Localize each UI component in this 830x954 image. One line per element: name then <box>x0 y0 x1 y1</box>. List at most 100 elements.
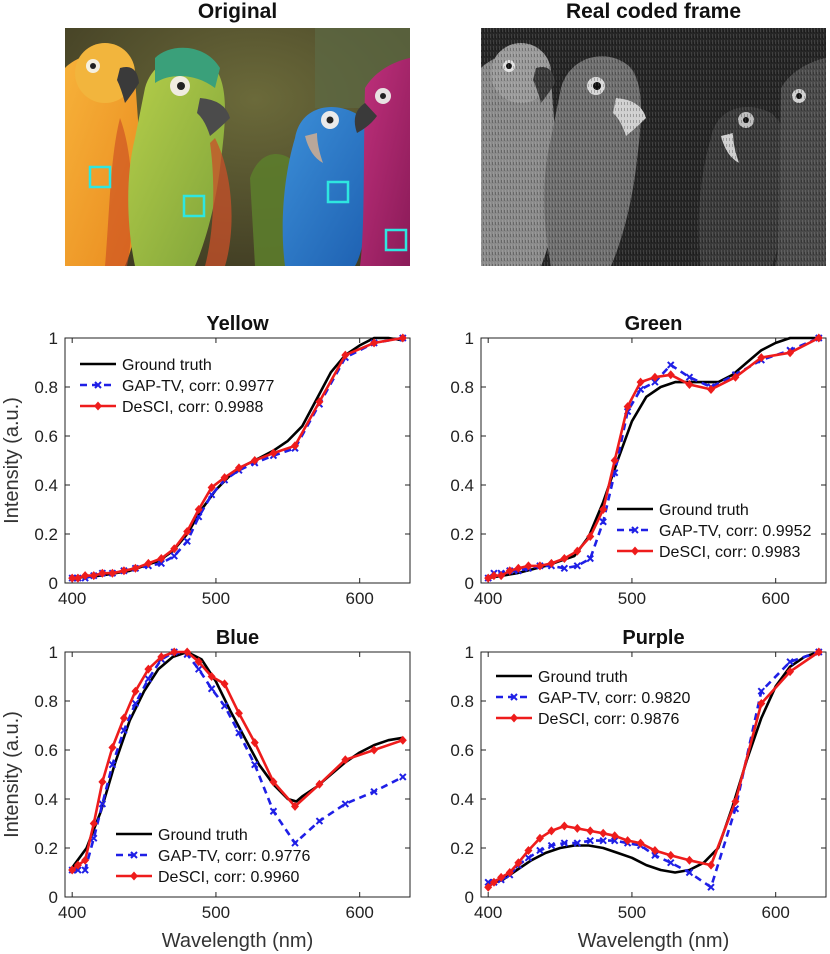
data-point-desci <box>370 745 379 755</box>
data-point-desci <box>250 738 259 748</box>
data-point-gap-tv <box>74 574 82 582</box>
coded-frame-title: Real coded frame <box>565 0 742 23</box>
original-parrots-drawing <box>65 28 410 266</box>
series-line-desci <box>487 336 820 580</box>
y-tick-label: 0.6 <box>34 741 58 760</box>
data-point-desci <box>489 877 498 887</box>
data-point-gap-tv <box>524 854 533 862</box>
data-point-desci <box>505 868 514 877</box>
x-tick-label: 400 <box>58 903 86 922</box>
y-tick-label: 0.2 <box>34 525 58 544</box>
data-point-desci <box>398 333 407 343</box>
data-point-desci <box>685 380 694 390</box>
legend-label: DeSCI, corr: 0.9876 <box>538 711 680 728</box>
data-point-desci <box>183 647 192 657</box>
data-point-gap-tv <box>536 846 544 855</box>
data-point-gap-tv <box>707 383 715 391</box>
y-tick-label: 0.2 <box>450 525 474 544</box>
data-point-gap-tv <box>370 787 378 796</box>
data-point-desci <box>573 546 582 556</box>
data-point-gap-tv <box>220 476 229 484</box>
data-point-desci <box>623 402 632 412</box>
data-point-gap-tv <box>194 665 203 673</box>
data-point-gap-tv <box>524 564 533 573</box>
data-point-gap-tv <box>269 451 278 460</box>
legend-label: DeSCI, corr: 0.9988 <box>122 399 264 416</box>
series-line-ground-truth <box>487 336 819 580</box>
data-point-gap-tv <box>497 569 505 577</box>
roi-box-green <box>182 194 206 218</box>
data-point-desci <box>98 568 107 578</box>
legend-marker-gap-tv <box>94 381 102 389</box>
y-tick-label: 0.8 <box>450 692 474 711</box>
plot-frame <box>64 337 411 584</box>
x-tick-label: 400 <box>474 903 502 922</box>
data-point-desci <box>814 333 823 343</box>
legend-marker-gap-tv <box>130 851 138 859</box>
data-point-desci <box>623 836 632 846</box>
data-point-gap-tv <box>81 866 89 874</box>
data-point-desci <box>636 838 645 848</box>
data-point-gap-tv <box>599 518 607 526</box>
chart-title: Purple <box>622 627 684 649</box>
data-point-desci <box>73 573 82 583</box>
roi-box-blue <box>326 180 350 204</box>
legend-label: Ground truth <box>538 669 628 686</box>
legend-label: GAP-TV, corr: 0.9977 <box>122 378 274 395</box>
data-point-desci <box>524 845 533 855</box>
data-point-gap-tv <box>251 760 259 769</box>
y-tick-label: 0 <box>49 888 58 907</box>
data-point-desci <box>131 686 140 696</box>
data-point-desci <box>786 667 795 677</box>
data-point-gap-tv <box>144 562 153 570</box>
data-point-gap-tv <box>68 574 76 582</box>
x-axis-label: Wavelength (nm) <box>162 930 314 952</box>
chart-title: Yellow <box>206 313 269 335</box>
legend-label: GAP-TV, corr: 0.9820 <box>538 690 690 707</box>
data-point-desci <box>269 777 278 787</box>
legend-label: DeSCI, corr: 0.9983 <box>659 544 801 561</box>
x-tick-label: 400 <box>58 589 86 608</box>
y-tick-label: 0.4 <box>34 476 58 495</box>
data-point-gap-tv <box>651 851 659 860</box>
data-point-gap-tv <box>815 334 823 342</box>
x-tick-label: 600 <box>346 589 374 608</box>
y-tick-label: 0.6 <box>34 427 58 446</box>
legend-label: Ground truth <box>158 827 248 844</box>
data-point-desci <box>194 505 203 514</box>
y-tick-label: 0.4 <box>34 790 58 809</box>
data-point-gap-tv <box>610 469 619 477</box>
data-point-desci <box>731 372 740 382</box>
y-tick-label: 0.8 <box>34 378 58 397</box>
series-line-gap-tv <box>488 650 820 889</box>
data-point-desci <box>207 482 216 492</box>
data-point-gap-tv <box>315 400 324 408</box>
data-point-gap-tv <box>815 648 823 656</box>
data-point-desci <box>144 558 153 568</box>
data-point-desci <box>514 563 523 573</box>
data-point-desci <box>81 571 90 581</box>
data-point-desci <box>89 819 98 828</box>
data-point-gap-tv <box>170 552 178 560</box>
legend-marker-gap-tv <box>510 693 518 701</box>
data-point-desci <box>89 571 98 581</box>
data-point-desci <box>131 563 140 573</box>
data-point-desci <box>484 573 493 583</box>
data-point-gap-tv <box>144 675 153 683</box>
data-point-desci <box>666 370 675 380</box>
data-point-desci <box>535 833 544 843</box>
data-point-gap-tv <box>484 574 492 582</box>
series-line-desci <box>487 650 820 889</box>
data-point-gap-tv <box>514 861 523 869</box>
data-point-gap-tv <box>685 868 694 877</box>
data-point-gap-tv <box>98 800 107 808</box>
data-point-desci <box>497 571 506 581</box>
original-image-title: Original <box>197 0 278 23</box>
data-point-desci <box>573 823 582 833</box>
series-line-ground-truth <box>72 336 404 580</box>
roi-box-purple <box>384 228 408 252</box>
data-point-desci <box>98 777 107 787</box>
data-point-desci <box>666 850 675 860</box>
data-point-desci <box>291 441 299 451</box>
y-tick-label: 0.2 <box>450 839 474 858</box>
